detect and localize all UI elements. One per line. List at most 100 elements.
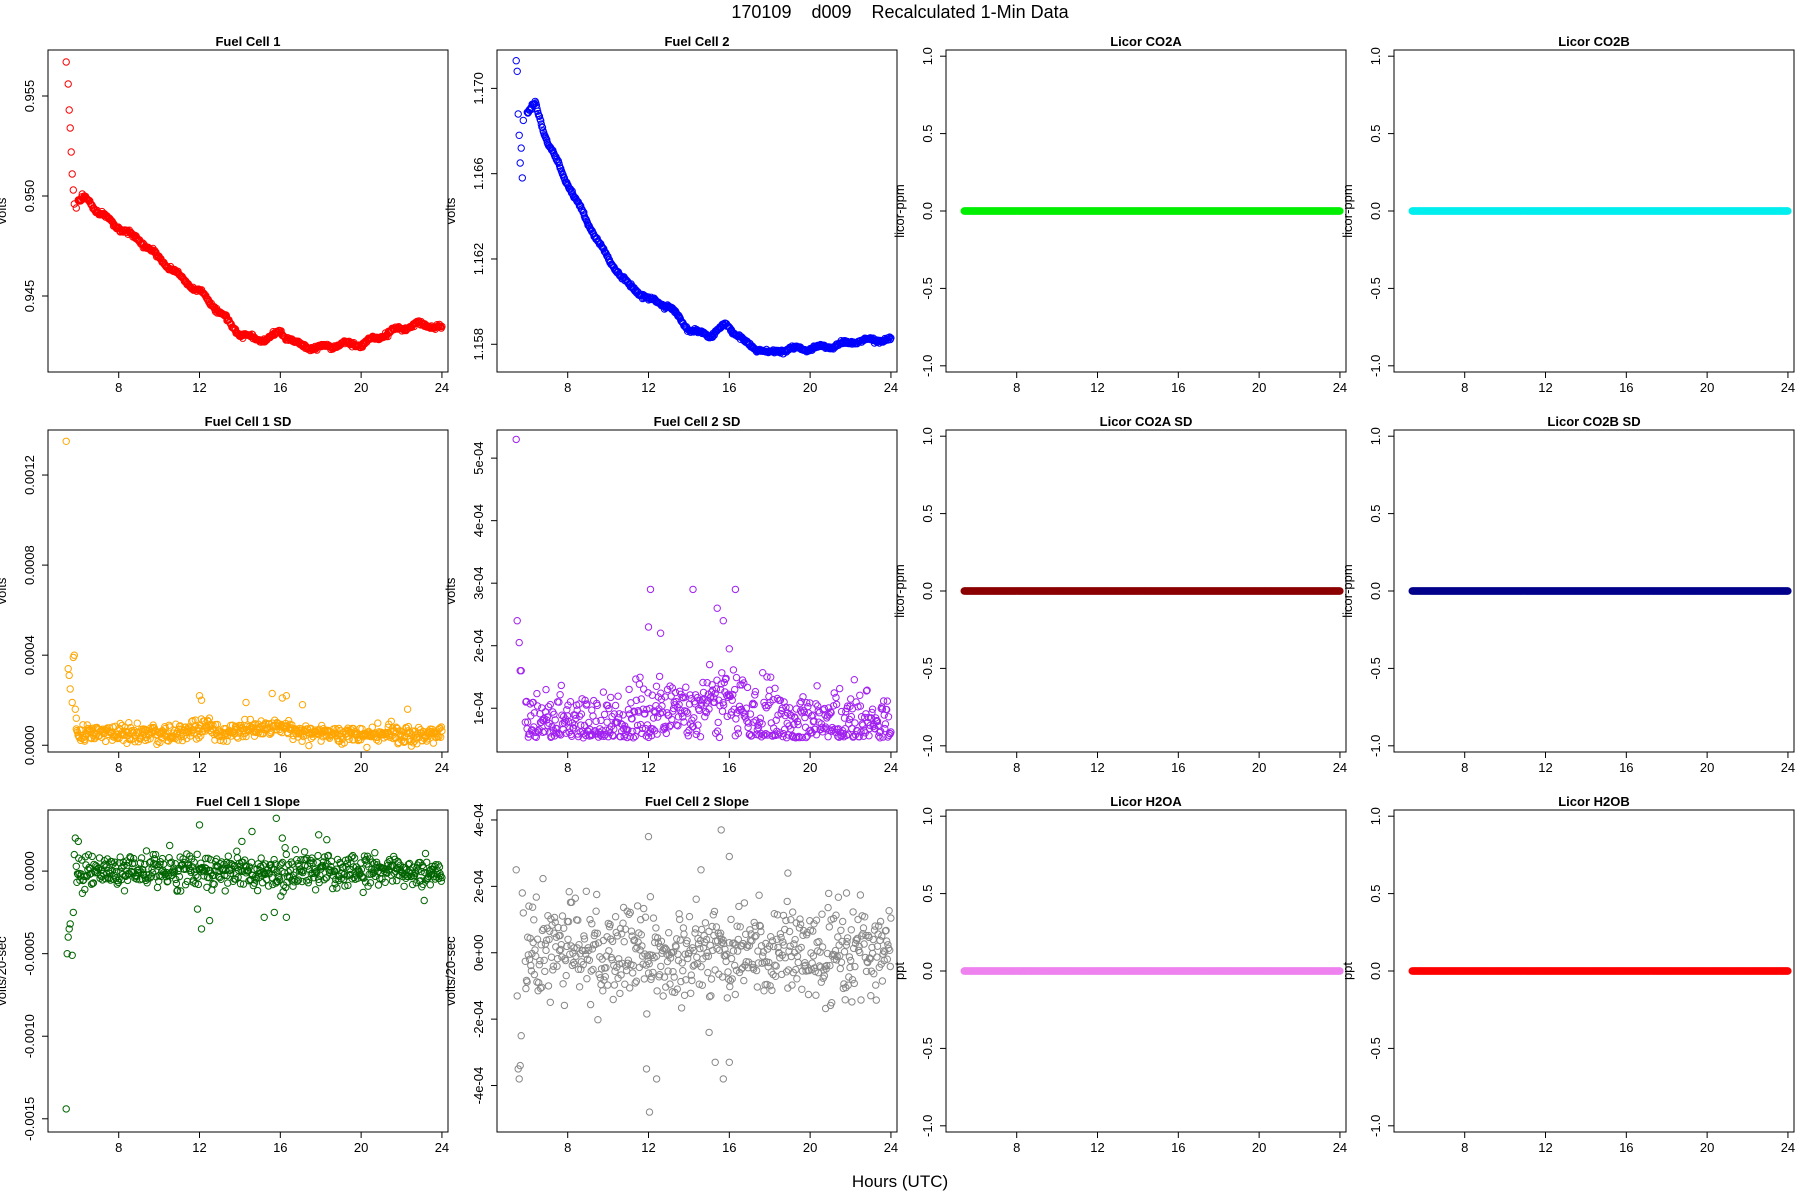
data-point <box>689 585 697 594</box>
data-point <box>70 651 79 659</box>
data-point <box>519 116 527 125</box>
y-tick-label: 0.0004 <box>22 635 37 675</box>
chart-title: Licor CO2B <box>1558 34 1630 49</box>
page-title: 170109 d009 Recalculated 1-Min Data <box>731 2 1069 22</box>
x-tick-label: 8 <box>115 380 122 395</box>
data-point <box>883 697 891 705</box>
x-tick-label: 24 <box>884 380 898 395</box>
data-point <box>137 734 145 742</box>
data-point <box>512 57 520 65</box>
x-tick-label: 24 <box>1781 760 1795 775</box>
data-point <box>181 723 190 731</box>
y-tick-label: 0.5 <box>920 125 935 143</box>
x-tick-label: 20 <box>354 760 368 775</box>
data-point <box>533 104 541 113</box>
data-point <box>156 738 164 747</box>
data-point <box>305 741 313 750</box>
data-point <box>563 706 571 714</box>
data-point <box>518 174 526 182</box>
y-tick-label: 1.158 <box>471 328 486 361</box>
data-point <box>66 124 74 132</box>
data-point <box>682 683 690 691</box>
x-tick-label: 8 <box>1461 380 1468 395</box>
x-tick-label: 16 <box>722 380 736 395</box>
y-tick-label: -0.0005 <box>22 932 37 976</box>
y-tick-label: 1.0 <box>1368 47 1383 65</box>
chart-title: Licor CO2A <box>1110 34 1182 49</box>
y-axis-label: licor-ppm <box>892 184 907 237</box>
y-tick-label: 0.0 <box>920 202 935 220</box>
chart-title: Licor CO2B SD <box>1547 414 1640 429</box>
data-point <box>65 106 73 114</box>
data-point <box>516 159 524 167</box>
chart-title: Fuel Cell 1 Slope <box>196 794 300 809</box>
x-tick-label: 24 <box>435 760 449 775</box>
data-point <box>74 196 83 204</box>
x-tick-label: 24 <box>884 760 898 775</box>
y-tick-label: 0.950 <box>22 180 37 213</box>
data-point <box>603 252 611 260</box>
chart-title: Fuel Cell 1 <box>215 34 280 49</box>
data-point <box>611 701 620 710</box>
chart-title: Fuel Cell 2 SD <box>654 414 741 429</box>
x-tick-label: 16 <box>273 760 287 775</box>
data-point <box>68 170 76 178</box>
data-point <box>66 685 74 693</box>
data-point <box>535 112 543 120</box>
x-tick-label: 16 <box>273 380 287 395</box>
data-point <box>731 585 740 594</box>
data-point <box>178 736 187 745</box>
y-tick-label: -0.5 <box>920 277 935 299</box>
data-point <box>517 144 525 152</box>
data-point <box>513 617 521 625</box>
data-point <box>614 692 622 700</box>
data-point <box>705 660 714 669</box>
data-point <box>856 691 864 699</box>
y-tick-label: 4e-04 <box>471 504 486 537</box>
x-tick-label: 8 <box>115 760 122 775</box>
data-point <box>640 685 648 693</box>
x-tick-label: 12 <box>1090 380 1104 395</box>
data-point <box>514 110 522 118</box>
data-point <box>646 585 655 594</box>
data-point <box>533 689 541 698</box>
data-point <box>127 736 135 744</box>
data-point <box>72 714 81 722</box>
x-tick-label: 8 <box>1013 760 1020 775</box>
data-point <box>643 721 652 729</box>
data-point <box>268 689 276 698</box>
data-point <box>120 887 129 895</box>
data-point <box>374 719 382 727</box>
data-point <box>667 692 675 700</box>
data-point <box>813 682 821 690</box>
data-point <box>512 435 520 444</box>
chart-title: Licor CO2A SD <box>1100 414 1193 429</box>
data-point <box>69 186 78 194</box>
y-tick-label: 0.0 <box>1368 202 1383 220</box>
y-tick-label: 1e-04 <box>471 692 486 725</box>
data-point <box>577 202 585 210</box>
y-tick-label: 0.5 <box>920 505 935 523</box>
data-point <box>68 698 76 707</box>
data-point <box>568 187 576 195</box>
x-tick-label: 12 <box>1090 760 1104 775</box>
data-point <box>636 673 644 681</box>
data-point <box>65 671 73 680</box>
data-point <box>556 691 564 699</box>
y-axis-label: licor-ppm <box>1340 184 1355 237</box>
data-point <box>125 719 133 727</box>
data-point <box>62 437 70 445</box>
data-point <box>168 733 176 742</box>
plot-frame <box>47 429 449 753</box>
data-point <box>242 698 250 707</box>
data-point <box>732 673 741 682</box>
data-point <box>714 718 722 727</box>
data-point <box>600 710 609 719</box>
y-tick-label: 1.162 <box>471 243 486 276</box>
